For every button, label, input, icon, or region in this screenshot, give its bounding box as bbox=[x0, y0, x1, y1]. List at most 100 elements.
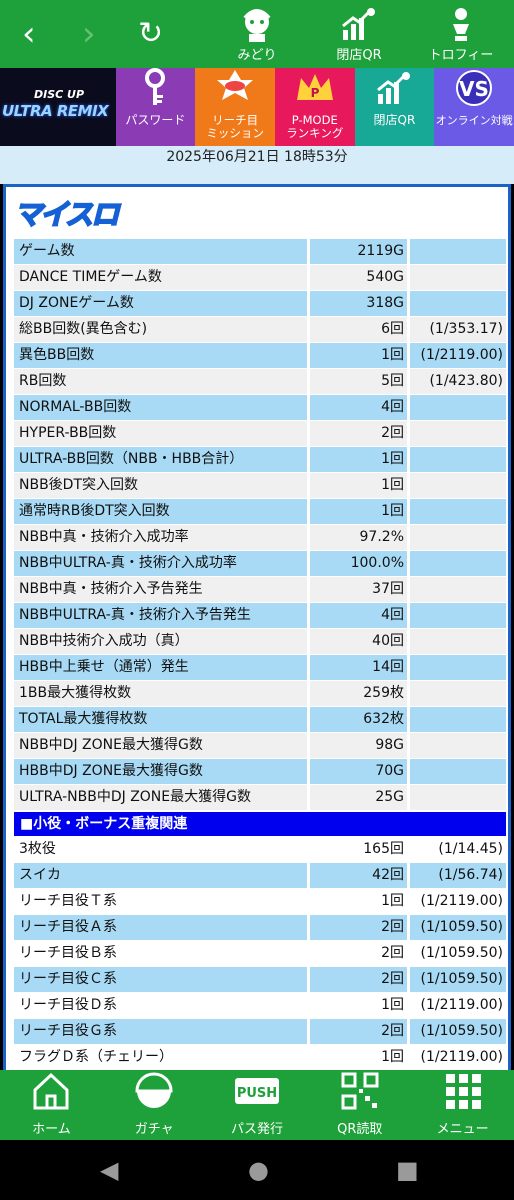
row-ratio bbox=[410, 577, 506, 602]
chevron-right-icon[interactable]: › bbox=[82, 14, 96, 54]
pass-issue-label: パス発行 bbox=[230, 1122, 283, 1137]
row-value: 2回 bbox=[310, 941, 407, 966]
row-label: NBB中真・技術介入予告発生 bbox=[14, 577, 307, 602]
table-row: フラグＤ系（チェリー） 1回 (1/2119.00) bbox=[14, 1045, 506, 1070]
row-value: 2回 bbox=[310, 421, 407, 446]
table-row: NBB後DT突入回数 1回 bbox=[14, 473, 506, 499]
row-value: 259枚 bbox=[310, 681, 407, 706]
reload-icon[interactable]: ↻ bbox=[138, 16, 164, 51]
row-label: リーチ目役Ｄ系 bbox=[14, 993, 307, 1018]
row-ratio: (1/1059.50) bbox=[410, 915, 506, 940]
row-ratio bbox=[410, 681, 506, 706]
row-label: NBB中技術介入成功（真） bbox=[14, 629, 307, 654]
table-row: NBB中DJ ZONE最大獲得G数 98G bbox=[14, 733, 506, 759]
p-mode-ranking-button[interactable]: P P-MODE ランキング bbox=[274, 68, 355, 146]
row-label: スイカ bbox=[14, 863, 307, 888]
row-value: 1回 bbox=[310, 343, 407, 368]
table-row: TOTAL最大獲得枚数 632枚 bbox=[14, 707, 506, 733]
row-value: 2回 bbox=[310, 967, 407, 992]
row-ratio: (1/14.45) bbox=[410, 837, 506, 862]
system-home-icon[interactable]: ● bbox=[248, 1156, 269, 1184]
home-icon bbox=[0, 1070, 103, 1118]
feature-banner: DISC UP ULTRA REMIX パスワード リーチ目 ミッション P P… bbox=[0, 68, 514, 146]
row-ratio bbox=[410, 785, 506, 810]
row-label: RB回数 bbox=[14, 369, 307, 394]
midori-button[interactable]: みどり bbox=[212, 4, 302, 63]
row-value: 1回 bbox=[310, 993, 407, 1018]
row-label: NBB後DT突入回数 bbox=[14, 473, 307, 498]
qr-read-label: QR読取 bbox=[337, 1122, 383, 1137]
table-row: リーチ目役Ｄ系 1回 (1/2119.00) bbox=[14, 993, 506, 1019]
row-ratio bbox=[410, 525, 506, 550]
password-button[interactable]: パスワード bbox=[115, 68, 196, 146]
home-tab[interactable]: ホーム bbox=[0, 1070, 103, 1140]
table-row: リーチ目役Ａ系 2回 (1/1059.50) bbox=[14, 915, 506, 941]
pass-issue-tab[interactable]: PUSH パス発行 bbox=[206, 1070, 309, 1140]
row-ratio: (1/2119.00) bbox=[410, 343, 506, 368]
row-label: 異色BB回数 bbox=[14, 343, 307, 368]
gacha-tab[interactable]: ガチャ bbox=[103, 1070, 206, 1140]
table-row: スイカ 42回 (1/56.74) bbox=[14, 863, 506, 889]
row-label: 1BB最大獲得枚数 bbox=[14, 681, 307, 706]
row-value: 37回 bbox=[310, 577, 407, 602]
menu-label: メニュー bbox=[436, 1122, 489, 1137]
system-back-icon[interactable]: ◀ bbox=[100, 1156, 119, 1184]
row-label: DANCE TIMEゲーム数 bbox=[14, 265, 307, 290]
row-value: 98G bbox=[310, 733, 407, 758]
row-ratio bbox=[410, 499, 506, 524]
chart-moon-icon bbox=[355, 68, 435, 114]
row-label: NORMAL-BB回数 bbox=[14, 395, 307, 420]
closing-qr-banner-label: 閉店QR bbox=[373, 113, 416, 127]
row-ratio bbox=[410, 759, 506, 784]
qr-read-tab[interactable]: QR読取 bbox=[308, 1070, 411, 1140]
row-ratio bbox=[410, 551, 506, 576]
password-label: パスワード bbox=[125, 113, 186, 127]
row-label: TOTAL最大獲得枚数 bbox=[14, 707, 307, 732]
reach-mission-button[interactable]: リーチ目 ミッション bbox=[195, 68, 275, 146]
row-value: 6回 bbox=[310, 317, 407, 342]
row-value: 165回 bbox=[310, 837, 407, 862]
row-label: NBB中ULTRA-真・技術介入成功率 bbox=[14, 551, 307, 576]
row-value: 2回 bbox=[310, 1019, 407, 1044]
row-label: ゲーム数 bbox=[14, 239, 307, 264]
row-ratio bbox=[410, 291, 506, 316]
online-battle-button[interactable]: VS オンライン対戦 bbox=[434, 68, 514, 146]
row-value: 97.2% bbox=[310, 525, 407, 550]
row-ratio: (1/2119.00) bbox=[410, 889, 506, 914]
table-row: ゲーム数 2119G bbox=[14, 239, 506, 265]
key-icon bbox=[116, 68, 196, 114]
vs-icon: VS bbox=[434, 68, 514, 114]
row-value: 1回 bbox=[310, 889, 407, 914]
row-value: 5回 bbox=[310, 369, 407, 394]
myslo-logo-text: マイスロ bbox=[13, 197, 120, 232]
row-label: リーチ目役Ａ系 bbox=[14, 915, 307, 940]
row-label: 総BB回数(異色含む) bbox=[14, 317, 307, 342]
row-value: 540G bbox=[310, 265, 407, 290]
midori-label: みどり bbox=[237, 48, 277, 63]
closing-qr-banner-button[interactable]: 閉店QR bbox=[354, 68, 435, 146]
closing-qr-top-button[interactable]: 閉店QR bbox=[314, 4, 404, 63]
system-recents-icon[interactable]: ■ bbox=[396, 1156, 419, 1184]
gacha-label: ガチャ bbox=[134, 1122, 174, 1137]
table-row: HYPER-BB回数 2回 bbox=[14, 421, 506, 447]
row-value: 70G bbox=[310, 759, 407, 784]
table-row: リーチ目役Ｔ系 1回 (1/2119.00) bbox=[14, 889, 506, 915]
row-ratio: (1/1059.50) bbox=[410, 967, 506, 992]
row-value: 1回 bbox=[310, 447, 407, 472]
chevron-left-icon[interactable]: ‹ bbox=[22, 14, 36, 54]
system-navigation-bar: ◀ ● ■ bbox=[0, 1140, 514, 1200]
row-ratio bbox=[410, 239, 506, 264]
menu-tab[interactable]: メニュー bbox=[411, 1070, 514, 1140]
row-value: 1回 bbox=[310, 473, 407, 498]
chart-moon-icon bbox=[314, 4, 404, 44]
trophy-button[interactable]: トロフィー bbox=[416, 4, 506, 63]
table-row: DJ ZONEゲーム数 318G bbox=[14, 291, 506, 317]
crown-icon: P bbox=[275, 68, 355, 114]
row-ratio bbox=[410, 265, 506, 290]
table-row: リーチ目役Ｃ系 2回 (1/1059.50) bbox=[14, 967, 506, 993]
table-row: NBB中真・技術介入成功率 97.2% bbox=[14, 525, 506, 551]
row-label: HYPER-BB回数 bbox=[14, 421, 307, 446]
disc-up-ultra-remix-logo[interactable]: DISC UP ULTRA REMIX bbox=[0, 68, 116, 146]
row-ratio: (1/2119.00) bbox=[410, 1045, 506, 1070]
table-row: 異色BB回数 1回 (1/2119.00) bbox=[14, 343, 506, 369]
